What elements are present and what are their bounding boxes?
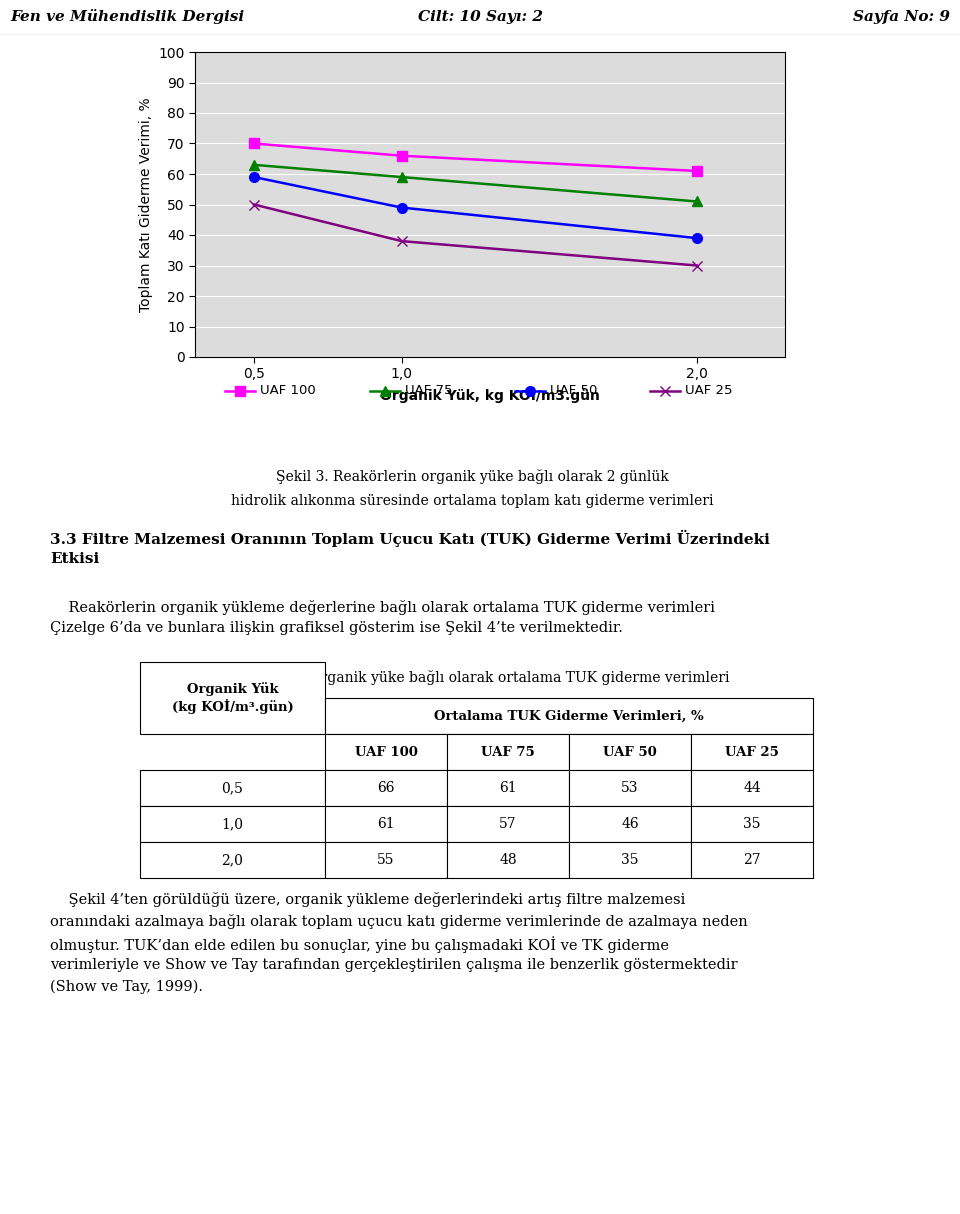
Bar — [325, 698, 813, 734]
Text: 27: 27 — [743, 853, 761, 867]
Text: Cilt: 10 Sayı: 2: Cilt: 10 Sayı: 2 — [418, 10, 542, 24]
Bar — [447, 770, 569, 806]
Text: 57: 57 — [499, 817, 516, 832]
Text: 46: 46 — [621, 817, 638, 832]
Text: 55: 55 — [377, 853, 395, 867]
Text: 61: 61 — [499, 781, 516, 795]
Text: 1,0: 1,0 — [222, 817, 244, 832]
Text: Ortalama TUK Giderme Verimleri, %: Ortalama TUK Giderme Verimleri, % — [434, 709, 704, 722]
Bar — [569, 770, 691, 806]
Bar — [569, 843, 691, 878]
Bar — [691, 843, 813, 878]
Text: UAF 25: UAF 25 — [725, 745, 779, 759]
Text: oranındaki azalmaya bağlı olarak toplam uçucu katı giderme verimlerinde de azalm: oranındaki azalmaya bağlı olarak toplam … — [50, 914, 748, 929]
Text: Etkisi: Etkisi — [50, 552, 99, 566]
Bar — [447, 734, 569, 770]
X-axis label: Organik Yük, kg KOİ/m3.gün: Organik Yük, kg KOİ/m3.gün — [380, 387, 600, 403]
Text: 3.3 Filtre Malzemesi Oranının Toplam Uçucu Katı (TUK) Giderme Verimi Üzerindeki: 3.3 Filtre Malzemesi Oranının Toplam Uçu… — [50, 531, 770, 548]
Text: Fen ve Mühendislik Dergisi: Fen ve Mühendislik Dergisi — [10, 10, 244, 24]
Bar — [325, 843, 447, 878]
Bar — [325, 806, 447, 843]
Bar — [140, 662, 325, 734]
Bar — [691, 806, 813, 843]
Text: Çizelge 6’da ve bunlara ilişkin grafiksel gösterim ise Şekil 4’te verilmektedir.: Çizelge 6’da ve bunlara ilişkin grafikse… — [50, 622, 623, 635]
Bar — [140, 770, 325, 806]
Text: Şekil 3. Reakörlerin organik yüke bağlı olarak 2 günlük: Şekil 3. Reakörlerin organik yüke bağlı … — [276, 470, 669, 484]
Bar — [691, 734, 813, 770]
Text: Sayfa No: 9: Sayfa No: 9 — [853, 10, 950, 24]
Text: 48: 48 — [499, 853, 516, 867]
Text: UAF 50: UAF 50 — [603, 745, 657, 759]
Text: 44: 44 — [743, 781, 761, 795]
Text: 61: 61 — [377, 817, 395, 832]
Text: hidrolik alıkonma süresinde ortalama toplam katı giderme verimleri: hidrolik alıkonma süresinde ortalama top… — [231, 494, 713, 509]
Text: Çizelge 6. Reakörlerin organik yüke bağlı olarak ortalama TUK giderme verimleri: Çizelge 6. Reakörlerin organik yüke bağl… — [150, 670, 730, 685]
Bar — [447, 806, 569, 843]
Text: UAF 100: UAF 100 — [260, 385, 316, 397]
Bar — [569, 806, 691, 843]
Text: 53: 53 — [621, 781, 638, 795]
Text: UAF 75: UAF 75 — [405, 385, 452, 397]
Bar — [569, 734, 691, 770]
Text: UAF 25: UAF 25 — [685, 385, 732, 397]
Bar — [691, 770, 813, 806]
Text: 0,5: 0,5 — [222, 781, 244, 795]
Bar — [140, 806, 325, 843]
Bar — [447, 843, 569, 878]
Text: olmuştur. TUK’dan elde edilen bu sonuçlar, yine bu çalışmadaki KOİ ve TK giderme: olmuştur. TUK’dan elde edilen bu sonuçla… — [50, 936, 669, 953]
Bar — [325, 770, 447, 806]
Bar — [325, 734, 447, 770]
Y-axis label: Toplam Katı Giderme Verimi, %: Toplam Katı Giderme Verimi, % — [138, 97, 153, 312]
Text: (Show ve Tay, 1999).: (Show ve Tay, 1999). — [50, 980, 203, 994]
Text: Organik Yük
(kg KOİ/m³.gün): Organik Yük (kg KOİ/m³.gün) — [172, 682, 294, 714]
Text: UAF 100: UAF 100 — [354, 745, 418, 759]
Text: UAF 50: UAF 50 — [550, 385, 597, 397]
Bar — [140, 843, 325, 878]
Text: Şekil 4’ten görüldüğü üzere, organik yükleme değerlerindeki artış filtre malzeme: Şekil 4’ten görüldüğü üzere, organik yük… — [50, 892, 685, 907]
Text: UAF 75: UAF 75 — [481, 745, 535, 759]
Text: Reakörlerin organik yükleme değerlerine bağlı olarak ortalama TUK giderme veriml: Reakörlerin organik yükleme değerlerine … — [50, 600, 715, 615]
Text: 35: 35 — [743, 817, 760, 832]
Text: 66: 66 — [377, 781, 395, 795]
Text: 2,0: 2,0 — [222, 853, 244, 867]
Text: verimleriyle ve Show ve Tay tarafından gerçekleştirilen çalışma ile benzerlik gö: verimleriyle ve Show ve Tay tarafından g… — [50, 958, 737, 972]
Text: 35: 35 — [621, 853, 638, 867]
